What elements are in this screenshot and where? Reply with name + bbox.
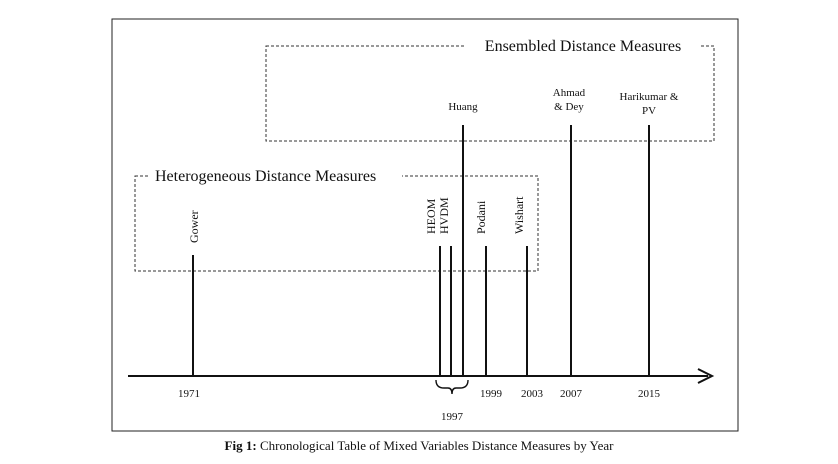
figure-caption-label: Fig 1: — [224, 438, 257, 453]
harikumar-pv-label-line2: PV — [642, 105, 656, 117]
ahmad-dey-label-line2: & Dey — [554, 101, 584, 113]
figure-caption: Fig 1: Chronological Table of Mixed Vari… — [0, 438, 838, 454]
hvdm-label: HVDM — [437, 197, 451, 234]
heom-label: HEOM — [424, 198, 438, 234]
year-2007-label: 2007 — [560, 388, 583, 400]
podani-label: Podani — [474, 200, 488, 234]
wishart-label: Wishart — [512, 196, 526, 234]
timeline-arrow-head — [697, 368, 715, 384]
ahmad-dey-label-line1: Ahmad — [553, 87, 586, 99]
huang-label: Huang — [448, 101, 478, 113]
heterogeneous-label-bg — [148, 166, 402, 186]
year-1999-label: 1999 — [480, 388, 503, 400]
year-1997-brace — [435, 379, 469, 395]
ensembled-label-bg — [466, 36, 700, 56]
year-1971-label: 1971 — [178, 388, 200, 400]
figure-caption-text: Chronological Table of Mixed Variables D… — [256, 438, 614, 453]
year-2003-label: 2003 — [521, 388, 544, 400]
year-1997-label: 1997 — [441, 411, 464, 423]
heterogeneous-group-label: Heterogeneous Distance Measures — [155, 168, 376, 185]
year-2015-label: 2015 — [638, 388, 661, 400]
figure-border — [111, 18, 739, 432]
gower-label: Gower — [187, 210, 201, 243]
ensembled-group-box — [265, 45, 715, 142]
ensembled-group-label: Ensembled Distance Measures — [485, 38, 681, 55]
harikumar-pv-label-line1: Harikumar & — [620, 91, 679, 103]
